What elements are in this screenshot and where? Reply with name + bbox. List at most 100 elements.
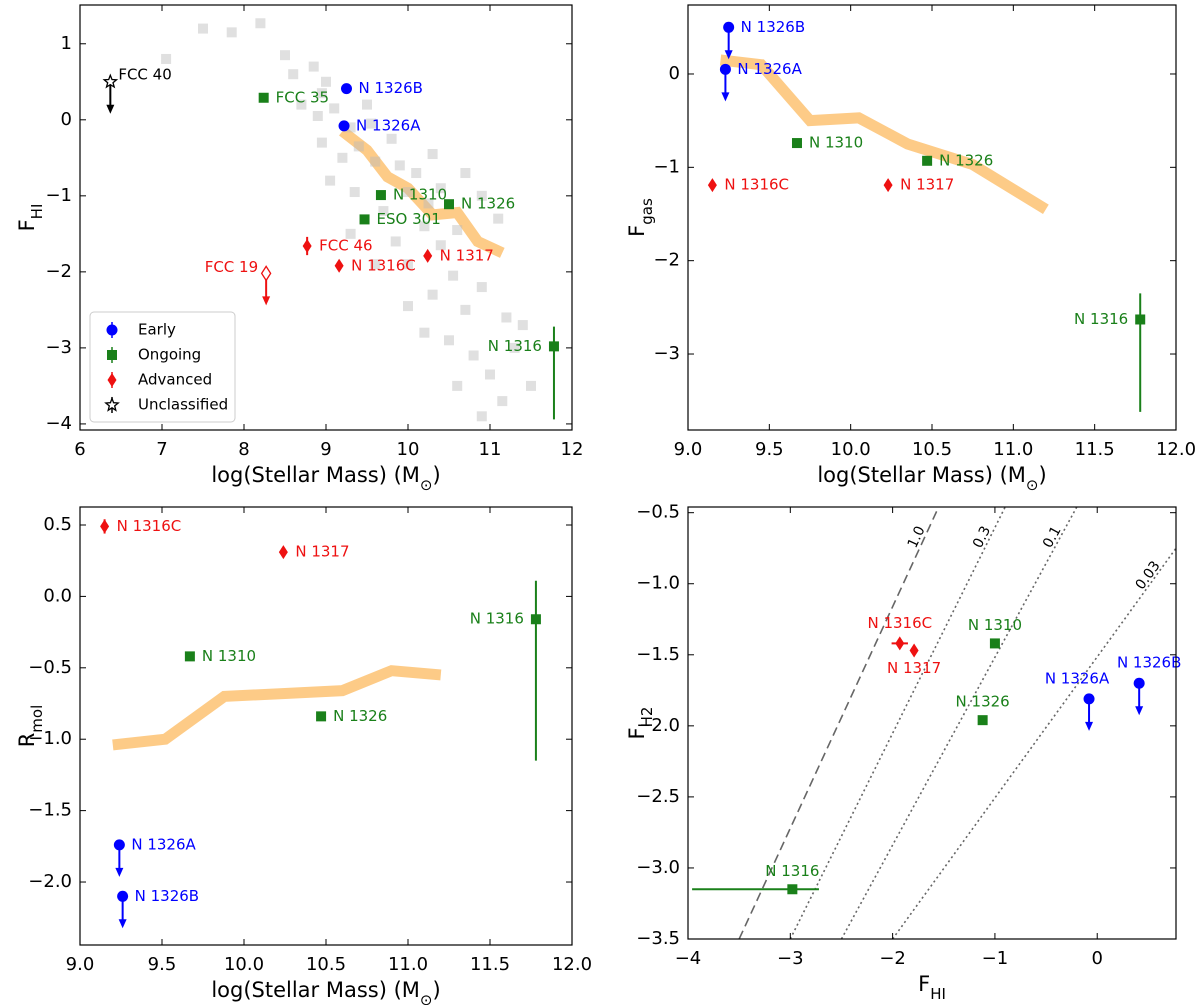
point xyxy=(117,890,129,902)
point xyxy=(366,118,377,129)
label-tail: ) xyxy=(432,463,440,487)
point-label: N 1316 xyxy=(1074,310,1128,328)
point xyxy=(895,636,905,651)
point-label: N 1316 xyxy=(765,862,819,880)
label-text: log(Stellar Mass) (M xyxy=(817,463,1026,487)
point-label: N 1317 xyxy=(440,246,494,264)
y-axis-label: FH2 xyxy=(625,707,656,740)
y-tick-label: −1.5 xyxy=(636,644,680,665)
point-label: N 1326 xyxy=(461,195,515,213)
point-label: N 1326A xyxy=(1045,669,1110,687)
point xyxy=(883,178,893,193)
x-tick-label: 11 xyxy=(479,439,502,460)
point xyxy=(100,519,110,534)
point xyxy=(460,304,471,315)
x-axis-label: FHI xyxy=(918,972,946,1003)
point-label: N 1310 xyxy=(968,616,1022,634)
point-label: FCC 19 xyxy=(205,258,258,276)
point-label: N 1316C xyxy=(117,517,182,535)
legend-label: Early xyxy=(138,321,176,339)
x-tick-label: 0 xyxy=(1091,948,1102,969)
legend-label: Ongoing xyxy=(138,346,201,364)
point xyxy=(113,839,125,851)
point xyxy=(1135,314,1146,325)
point xyxy=(787,884,798,895)
point xyxy=(258,92,269,103)
x-axis-label: log(Stellar Mass) (M⊙) xyxy=(211,978,440,1005)
label-text: F xyxy=(918,972,930,996)
upper-limit-head xyxy=(118,919,127,929)
point xyxy=(419,327,430,338)
plot-area xyxy=(102,18,559,422)
point xyxy=(403,301,413,312)
point xyxy=(316,88,327,99)
x-tick-label: 11.5 xyxy=(1075,439,1115,460)
point xyxy=(316,137,327,148)
point xyxy=(394,160,405,171)
point xyxy=(107,350,117,360)
point xyxy=(485,369,495,380)
trend-band xyxy=(719,54,1049,215)
ratio-label: 0.1 xyxy=(1040,524,1065,551)
y-tick-label: −2 xyxy=(653,250,680,271)
upper-limit-head xyxy=(1135,706,1144,716)
point xyxy=(423,248,433,263)
x-axis-label: log(Stellar Mass) (M⊙) xyxy=(211,463,440,494)
point xyxy=(260,265,272,282)
point-label: N 1317 xyxy=(900,176,954,194)
y-tick-label: 0 xyxy=(61,109,72,130)
point xyxy=(977,715,988,726)
x-tick-label: −1 xyxy=(982,948,1009,969)
point xyxy=(345,122,356,133)
y-tick-label: −3.5 xyxy=(636,928,680,949)
point xyxy=(427,289,438,300)
point xyxy=(198,23,208,34)
label-sub: HI xyxy=(930,985,946,1003)
trend-band xyxy=(112,665,442,751)
point xyxy=(719,63,731,75)
y-tick-label: −4 xyxy=(45,413,72,434)
y-tick-label: −3 xyxy=(45,337,72,358)
label-sub: ⊙ xyxy=(420,476,433,494)
point xyxy=(321,76,331,87)
upper-limit-head xyxy=(115,867,124,877)
point xyxy=(460,168,471,179)
upper-limit-head xyxy=(1085,721,1094,731)
y-tick-label: −1.0 xyxy=(636,573,680,594)
point xyxy=(338,120,350,132)
point xyxy=(359,214,370,225)
point xyxy=(517,320,528,331)
point xyxy=(161,53,172,64)
y-tick-label: −0.5 xyxy=(636,502,680,523)
x-tick-label: 10.5 xyxy=(912,439,952,460)
point xyxy=(370,259,381,270)
point xyxy=(723,21,735,33)
point-label: FCC 35 xyxy=(276,88,329,106)
point xyxy=(329,103,340,114)
trend-band xyxy=(339,126,505,258)
point xyxy=(989,638,1000,649)
y-tick-label: 0.5 xyxy=(43,514,72,535)
legend-box xyxy=(89,311,236,423)
plot-frame xyxy=(687,506,1177,940)
point xyxy=(909,643,919,658)
point xyxy=(530,614,541,625)
point-label: N 1326B xyxy=(1117,654,1181,672)
point xyxy=(476,411,487,422)
point-label: N 1317 xyxy=(887,659,941,677)
point-label: N 1316 xyxy=(470,610,524,628)
label-sub: gas xyxy=(638,198,656,225)
x-tick-label: 7 xyxy=(156,439,167,460)
point xyxy=(526,380,536,391)
y-tick-label: −2.5 xyxy=(636,786,680,807)
point xyxy=(452,380,463,391)
point xyxy=(362,99,372,110)
point-label: FCC 40 xyxy=(118,65,171,83)
point xyxy=(423,198,434,209)
label-sub: ⊙ xyxy=(1026,476,1039,494)
point xyxy=(296,99,307,110)
legend-label: Unclassified xyxy=(138,396,228,414)
plot-area xyxy=(692,507,1176,939)
point xyxy=(476,190,487,201)
